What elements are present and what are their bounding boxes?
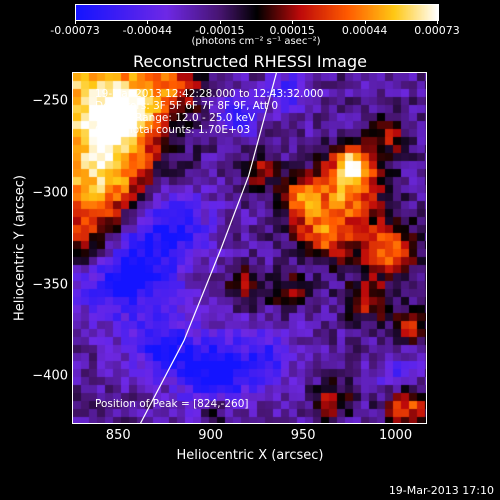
x-tick-label: 1000 — [379, 428, 413, 443]
x-axis-label: Heliocentric X (arcsec) — [176, 448, 324, 463]
info-line: Detectors: 3F 5F 6F 7F 8F 9F, Att 0 — [95, 100, 279, 112]
y-tick-label: −300 — [32, 185, 68, 201]
y-tick-label: −400 — [32, 368, 68, 384]
colorbar-tick-label: -0.00015 — [195, 24, 245, 37]
colorbar-tick-label: 0.00044 — [341, 24, 388, 37]
x-tick-label: 850 — [105, 428, 131, 443]
colorbar-units: (photons cm⁻² s⁻¹ asec⁻²) — [191, 36, 321, 47]
peak-position-text: Position of Peak = [824,-260] — [95, 398, 249, 410]
info-line: Energy Range: 12.0 - 25.0 keV — [95, 112, 256, 124]
colorbar-tick-label: 0.00015 — [269, 24, 315, 37]
colorbar-tick — [292, 20, 294, 24]
x-tick-label: 950 — [290, 428, 316, 443]
info-line: Clean Total counts: 1.70E+03 — [95, 124, 251, 136]
colorbar-tick — [364, 20, 366, 24]
y-tick-label: −350 — [32, 277, 68, 293]
chart-title: Reconstructed RHESSI Image — [133, 52, 367, 71]
timestamp: 19-Mar-2013 17:10 — [388, 484, 494, 497]
colorbar-tick — [75, 20, 76, 24]
heatmap-image — [73, 73, 426, 423]
solar-limb-line — [139, 73, 277, 423]
limb-curve — [139, 73, 277, 423]
colorbar-tick-label: 0.00073 — [414, 24, 460, 37]
colorbar — [75, 4, 439, 21]
colorbar-tick — [219, 20, 221, 24]
colorbar-tick-label: -0.00073 — [50, 24, 100, 37]
x-tick-label: 900 — [198, 428, 224, 443]
y-axis-label: Heliocentric Y (arcsec) — [12, 175, 28, 321]
colorbar-tick — [437, 20, 438, 24]
colorbar-tick — [147, 20, 149, 24]
colorbar-tick-label: -0.00044 — [122, 24, 173, 37]
y-tick-label: −250 — [32, 93, 68, 109]
image-plot-area — [72, 72, 427, 424]
info-line: 19-Mar-2013 12:42:28.000 to 12:43:32.000 — [95, 88, 324, 100]
